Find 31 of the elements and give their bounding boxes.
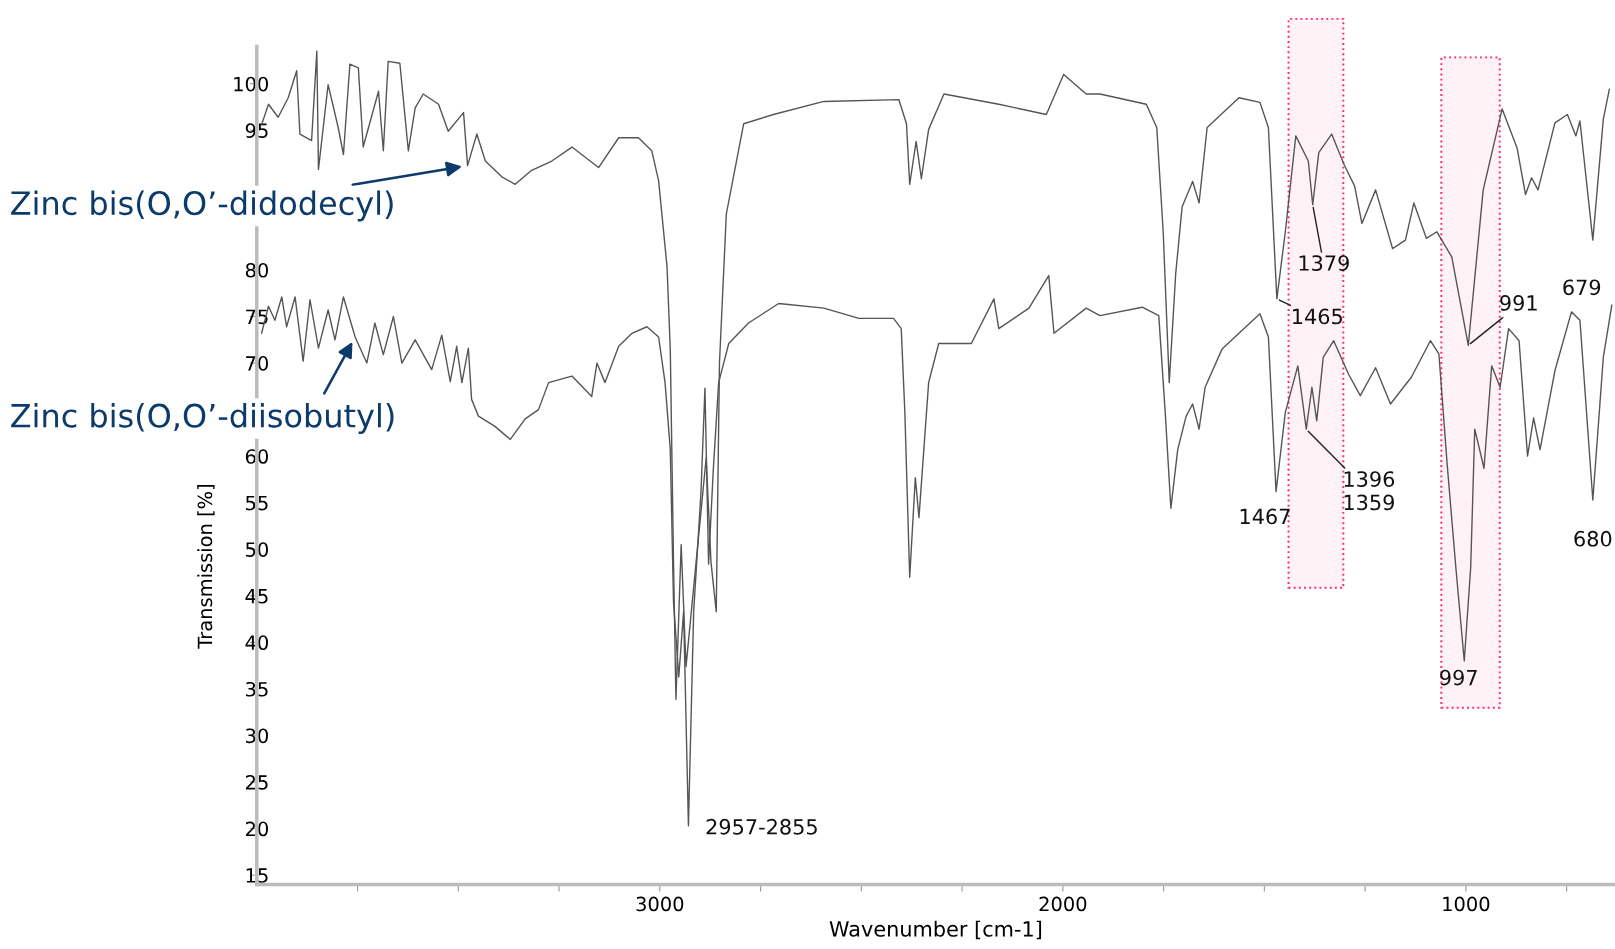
annotation: 679 bbox=[1563, 279, 1601, 296]
y-tick-label: 55 bbox=[246, 495, 268, 511]
y-tick-label: 80 bbox=[245, 262, 268, 278]
x-axis-title: Wavenumber [cm-1] bbox=[829, 920, 1042, 940]
annotation: 1465 bbox=[1293, 308, 1342, 325]
annotation: 991 bbox=[1500, 295, 1537, 311]
annotation: 1379 bbox=[1299, 255, 1349, 271]
y-tick-label: 40 bbox=[245, 635, 268, 651]
annotation: 680 bbox=[1574, 530, 1612, 547]
annotation: 1396 1359 bbox=[1344, 471, 1395, 511]
annotation: 2957-2855 bbox=[706, 818, 817, 835]
y-tick-label: 75 bbox=[246, 309, 268, 325]
series-label: Zinc bis(O,O’-didodecyl) bbox=[11, 190, 393, 222]
y-tick-label: 35 bbox=[246, 681, 268, 697]
y-tick-label: 15 bbox=[246, 868, 268, 883]
x-tick-label: 3000 bbox=[636, 896, 684, 912]
annotation: 1467 bbox=[1240, 508, 1290, 525]
y-tick-label: 25 bbox=[245, 775, 268, 790]
x-tick-label: 1000 bbox=[1443, 896, 1490, 912]
series-label: Zinc bis(O,O’-diisobutyl) bbox=[11, 403, 394, 434]
y-tick-label: 70 bbox=[246, 356, 268, 371]
y-tick-label: 20 bbox=[245, 821, 268, 837]
y-tick-label: 45 bbox=[245, 589, 268, 604]
y-tick-label: 95 bbox=[245, 123, 268, 138]
y-tick-label: 30 bbox=[246, 728, 268, 744]
x-tick-label: 2000 bbox=[1039, 896, 1087, 912]
y-tick-label: 100 bbox=[234, 76, 268, 92]
y-tick-label: 60 bbox=[245, 449, 268, 464]
annotation: 997 bbox=[1440, 669, 1477, 686]
y-tick-label: 50 bbox=[246, 542, 268, 557]
y-axis-title: Transmission [%] bbox=[197, 484, 215, 649]
